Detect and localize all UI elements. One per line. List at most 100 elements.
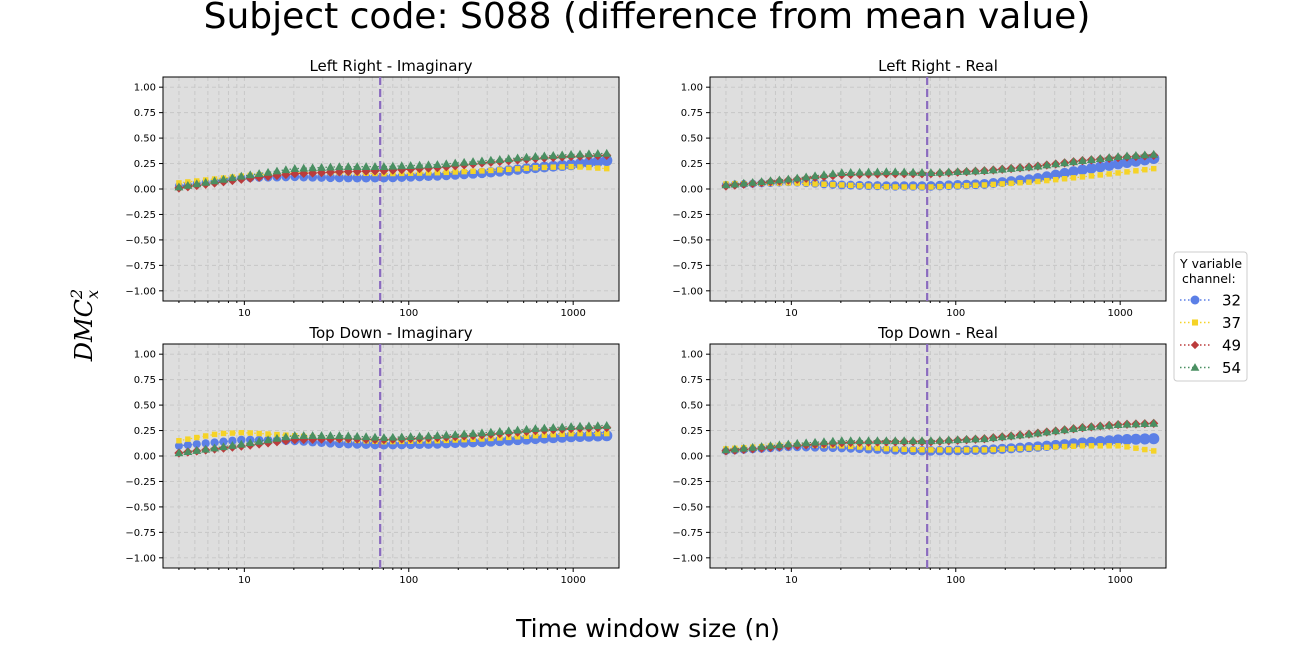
data-point [883, 184, 890, 190]
data-point [1131, 419, 1141, 428]
data-point [452, 169, 458, 175]
data-point [981, 447, 988, 453]
data-point [245, 170, 255, 179]
y-tick-label: −0.75 [125, 261, 156, 272]
y-tick-label: 0.25 [681, 426, 703, 437]
data-point [379, 433, 389, 442]
data-point [584, 149, 594, 158]
data-point [202, 433, 209, 439]
y-tick-label: 0.00 [681, 185, 703, 196]
data-point [550, 431, 556, 438]
panel-4: 1.00 0.75 0.50 0.25 0.00 −0.25 −0.50 −0.75 −1.00… [672, 324, 1167, 586]
y-tick-label: 0.75 [134, 108, 156, 119]
legend-entry-32: 32 [1180, 292, 1241, 310]
legend-marker [1190, 295, 1200, 305]
data-point [748, 442, 758, 451]
series-37 [723, 165, 1157, 190]
grid [163, 344, 619, 568]
panels: 1.00 0.75 0.50 0.25 0.00 −0.25 −0.50 −0.75 −1.00… [125, 57, 1167, 586]
data-point [334, 162, 344, 171]
y-tick-label: −0.75 [672, 528, 703, 539]
y-tick-label: 0.50 [681, 134, 703, 145]
data-point [944, 167, 954, 176]
x-tick-label: 10 [785, 575, 798, 586]
y-tick-label: −0.50 [672, 502, 703, 513]
legend-marker [1190, 340, 1200, 350]
data-point [272, 433, 282, 442]
y-tick-label: 1.00 [681, 83, 703, 94]
data-point [325, 162, 335, 171]
data-point [1149, 149, 1159, 158]
data-point [592, 156, 604, 168]
data-point [1024, 162, 1034, 171]
data-point [865, 183, 872, 189]
data-point [361, 166, 371, 176]
y-tick-label: 0.75 [134, 375, 156, 386]
data-point [1026, 179, 1032, 185]
data-point [997, 164, 1007, 173]
data-point [1103, 159, 1115, 171]
data-point [821, 181, 827, 187]
y-tick-label: 0.00 [681, 452, 703, 463]
data-point [855, 167, 865, 176]
y-tick-label: −0.75 [672, 261, 703, 272]
legend-title-line2: channel: [1182, 271, 1236, 286]
y-tick-label: −0.25 [125, 477, 156, 488]
data-point [461, 168, 467, 175]
panel-1: 1.00 0.75 0.50 0.25 0.00 −0.25 −0.50 −0.75 −1.00… [125, 57, 620, 319]
data-point [210, 443, 220, 452]
legend-entries: 32 37 49 54 [1180, 292, 1241, 377]
data-point [352, 431, 362, 440]
data-point [819, 437, 829, 446]
data-point [334, 431, 344, 440]
data-point [559, 164, 565, 170]
y-tick-label: −0.50 [125, 502, 156, 513]
data-point [586, 430, 592, 437]
data-point [1142, 166, 1148, 173]
x-tick-label: 100 [946, 575, 965, 586]
legend-marker [1190, 363, 1200, 371]
data-point [256, 430, 262, 437]
x-tick-label: 1000 [1107, 308, 1132, 319]
data-point [1079, 174, 1086, 180]
data-point [505, 166, 512, 173]
data-point [1069, 424, 1079, 433]
data-point [299, 431, 309, 440]
series-54 [721, 149, 1159, 189]
data-point [290, 164, 300, 172]
data-point [238, 429, 245, 436]
data-point [1112, 434, 1124, 446]
data-point [926, 168, 936, 177]
data-point [970, 434, 980, 443]
data-point [953, 435, 963, 444]
data-point [514, 166, 521, 172]
data-point [872, 436, 882, 445]
data-point [577, 430, 583, 437]
data-point [559, 431, 565, 437]
data-point [944, 435, 954, 444]
data-point [441, 159, 451, 168]
data-point [1051, 426, 1061, 435]
data-point [1112, 158, 1124, 170]
data-point [236, 439, 246, 448]
legend-entry-54: 54 [1180, 359, 1241, 377]
data-point [1104, 420, 1114, 429]
data-point [425, 170, 432, 176]
data-point [1104, 153, 1114, 162]
data-point [450, 158, 460, 167]
x-tick-label: 1000 [560, 575, 585, 586]
data-point [308, 431, 318, 440]
data-point [962, 166, 972, 175]
data-point [299, 163, 309, 172]
data-point [423, 431, 433, 440]
x-tick-label: 1000 [1107, 575, 1132, 586]
data-point [602, 420, 612, 429]
data-point [810, 437, 820, 446]
data-point [495, 154, 505, 163]
data-point [1061, 176, 1068, 182]
data-point [1006, 431, 1016, 440]
data-point [1115, 170, 1121, 176]
data-point [1085, 163, 1097, 174]
data-point [928, 447, 934, 453]
